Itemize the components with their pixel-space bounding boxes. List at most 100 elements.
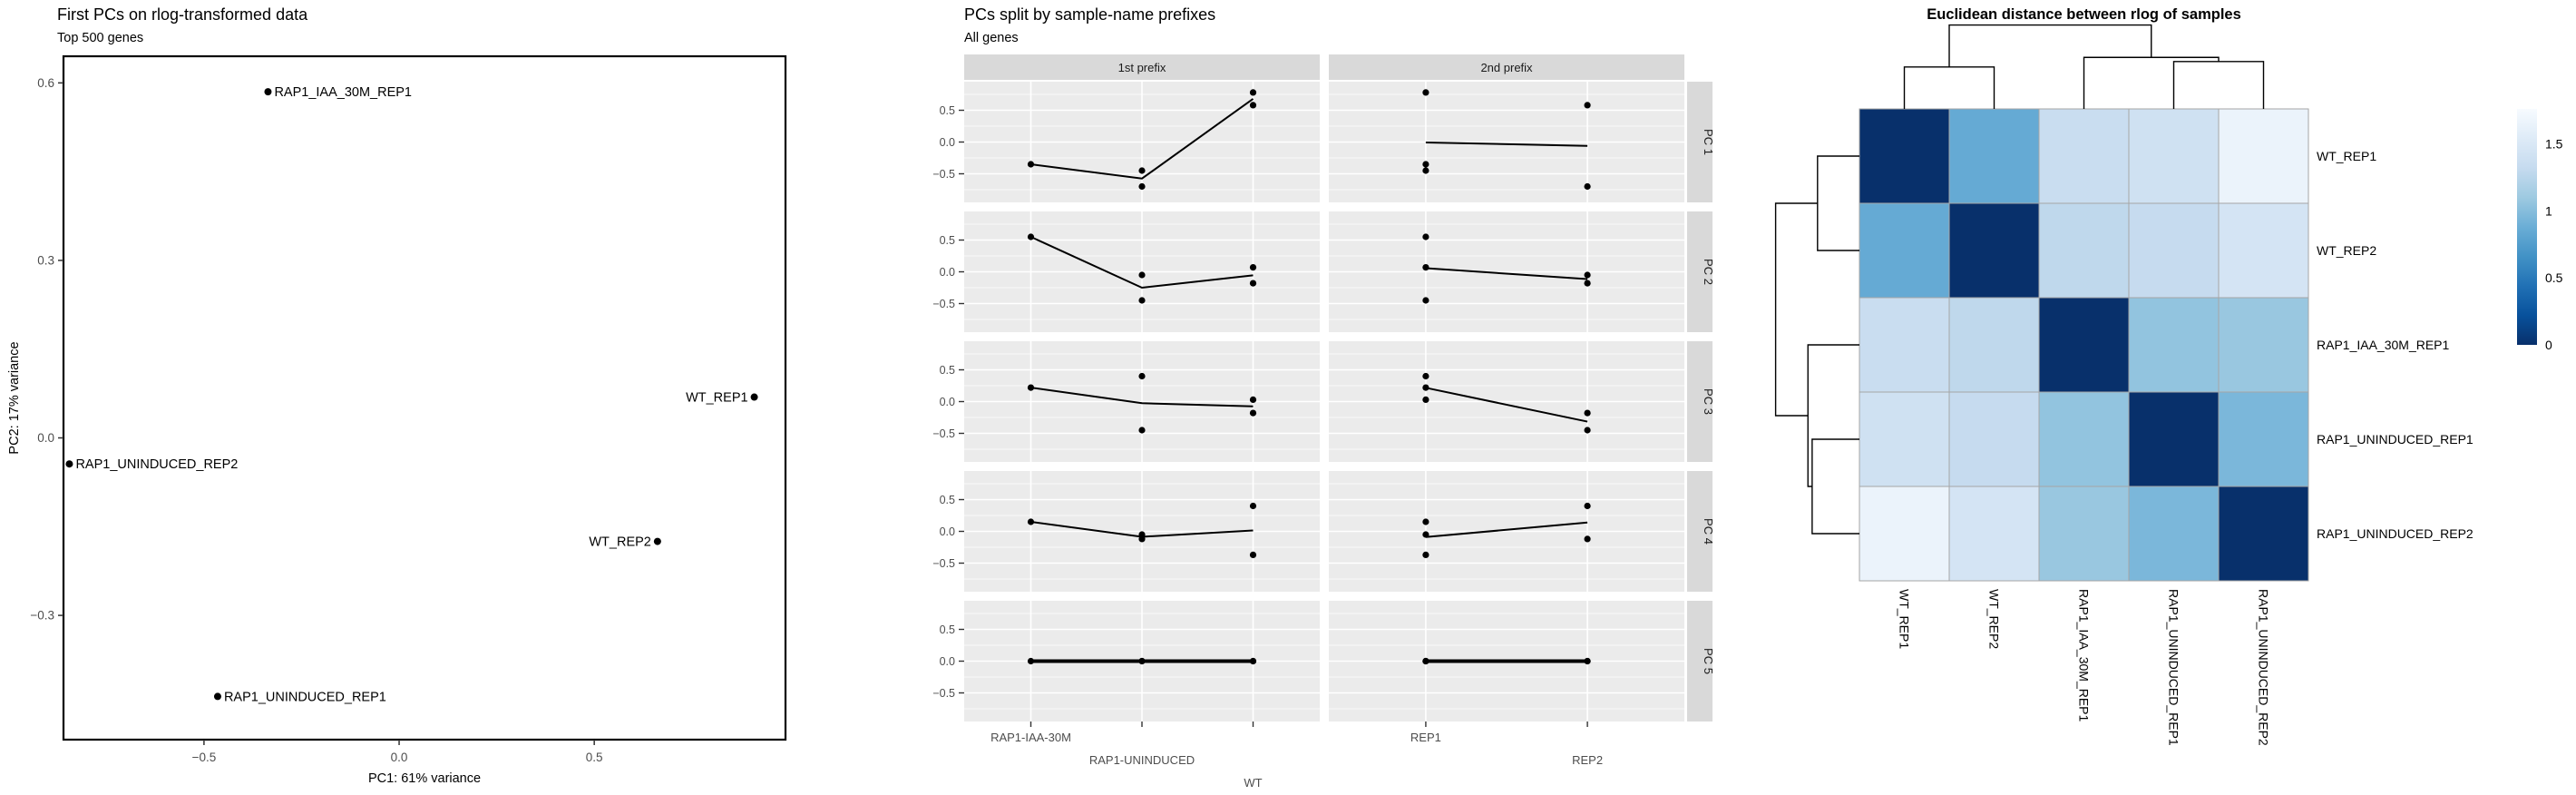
x-category-label: REP1: [1410, 731, 1441, 744]
mean-line: [1030, 98, 1254, 180]
facet-row-strip: [1687, 601, 1712, 721]
heatmap-cell: [2218, 108, 2309, 204]
heatmap: WT_REP1 WT_REP1 WT_REP2 WT_REP2 RAP1_IAA_30M…: [1774, 24, 2563, 746]
y-tick-label: 0.0: [940, 396, 955, 408]
pca-point: [750, 393, 758, 401]
pca-point: [65, 460, 73, 468]
facet-point: [1027, 518, 1035, 525]
facet-panel: [964, 341, 1320, 462]
heatmap-cell: [2128, 108, 2220, 204]
facet-point: [1584, 271, 1591, 279]
y-tick-label: −0.5: [932, 168, 955, 181]
heatmap-cell: [2128, 297, 2220, 393]
facet-point: [1584, 409, 1591, 417]
heatmap-col-label: WT_REP2: [1987, 589, 2002, 649]
facet-panel: [1329, 82, 1684, 202]
legend-bar: [2517, 109, 2537, 345]
heatmap-row-label: RAP1_UNINDUCED_REP2: [2317, 526, 2474, 541]
facet-point: [1027, 384, 1035, 391]
y-tick-label: −0.5: [932, 687, 955, 700]
facet-row-strip: [1687, 211, 1712, 332]
facet-title: PCs split by sample-name prefixes: [964, 5, 1216, 24]
heatmap-cell: [1948, 486, 2040, 582]
facet-point: [1249, 264, 1257, 271]
heatmap-title: Euclidean distance between rlog of sampl…: [1927, 6, 2241, 23]
facet-point: [1138, 182, 1146, 191]
y-tick-label: 0.3: [37, 253, 54, 267]
facet-point: [1422, 657, 1429, 665]
pca-point: [213, 692, 221, 701]
heatmap-cell: [2038, 202, 2130, 299]
facet-point: [1422, 167, 1429, 174]
facet-point: [1249, 409, 1257, 417]
pca-point-label: WT_REP2: [589, 535, 651, 550]
facet-point: [1422, 396, 1429, 403]
pca-point-label: RAP1_IAA_30M_REP1: [274, 85, 412, 100]
y-tick-label: 0.5: [940, 364, 955, 377]
facet-point: [1422, 161, 1429, 168]
heatmap-cell: [1859, 297, 1950, 393]
facet-point: [1138, 297, 1146, 304]
facet-point: [1422, 518, 1429, 525]
y-tick-label: −0.5: [932, 427, 955, 440]
heatmap-cell: [2218, 297, 2309, 393]
facet-point: [1422, 384, 1429, 391]
facet-point: [1584, 102, 1591, 109]
heatmap-cell: [2218, 391, 2309, 487]
mean-line: [1425, 521, 1588, 538]
heatmap-col-label: WT_REP1: [1898, 589, 1912, 649]
y-tick-label: 0.5: [940, 104, 955, 117]
x-category-label: REP2: [1572, 753, 1603, 767]
y-tick-label: 0.5: [940, 623, 955, 636]
pca-point: [264, 88, 272, 96]
y-tick-label: 0.0: [940, 655, 955, 668]
heatmap-cell: [1948, 108, 2040, 204]
heatmap-cell: [2038, 486, 2130, 582]
facet-point: [1249, 89, 1257, 96]
heatmap-cell: [1859, 486, 1950, 582]
mean-line: [1425, 387, 1588, 423]
facet-point: [1138, 657, 1146, 665]
row-dendrogram: [1774, 155, 1859, 535]
facet-point: [1249, 551, 1257, 559]
heatmap-cell: [2128, 391, 2220, 487]
mean-line: [1425, 267, 1588, 280]
heatmap-cell: [2038, 297, 2130, 393]
heatmap-cell: [2038, 108, 2130, 204]
facet-point: [1138, 535, 1146, 543]
facet-point: [1249, 396, 1257, 403]
y-tick-label: 0.0: [940, 525, 955, 538]
facet-point: [1422, 233, 1429, 240]
facet-point: [1584, 657, 1591, 665]
facet-point: [1422, 89, 1429, 96]
x-axis-title: PC1: 61% variance: [368, 771, 481, 786]
column-dendrogram-link: [1903, 66, 1995, 109]
pca-title: First PCs on rlog-transformed data: [57, 5, 308, 24]
facet-point: [1584, 535, 1591, 543]
pca-panel-border: [62, 54, 787, 741]
facet-row-strip-label: PC 3: [1702, 388, 1715, 415]
row-dendrogram-link: [1807, 344, 1859, 487]
facet-point: [1138, 427, 1146, 434]
y-tick-label: 0.0: [940, 136, 955, 149]
heatmap-col-label: RAP1_IAA_30M_REP1: [2077, 589, 2092, 722]
facet-point: [1027, 161, 1035, 168]
heatmap-cell: [1859, 202, 1950, 299]
mean-line: [1030, 236, 1254, 290]
facet-col-strip: [1329, 54, 1684, 80]
facet-subtitle: All genes: [964, 31, 1019, 45]
heatmap-row-label: RAP1_UNINDUCED_REP1: [2317, 432, 2474, 447]
column-dendrogram-link: [1948, 24, 2152, 67]
facet-point: [1422, 372, 1429, 380]
facet-point: [1138, 167, 1146, 174]
facet-panel: [1329, 341, 1684, 462]
facet-row-strip: [1687, 82, 1712, 202]
y-tick-label: −0.3: [30, 609, 54, 623]
facet-point: [1249, 502, 1257, 510]
facet-row-strip-label: PC 1: [1702, 129, 1715, 155]
facet-panel: RAP1-IAA-30M RAP1-UNINDUCED WT: [964, 601, 1320, 790]
row-dendrogram-link: [1817, 155, 1859, 251]
heatmap-cell: [2218, 202, 2309, 299]
